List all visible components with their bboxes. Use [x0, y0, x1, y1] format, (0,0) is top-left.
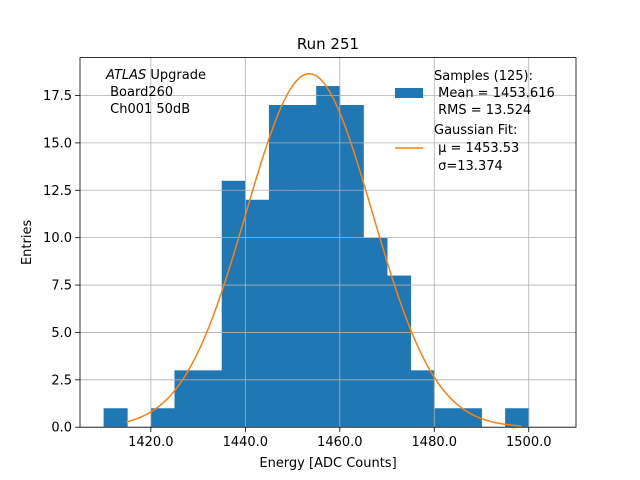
histogram-bar [505, 408, 530, 428]
y-tick-label: 17.5 [43, 89, 72, 104]
plot-frame [79, 57, 577, 428]
annotation-line-1: ATLAS Upgrade [105, 68, 206, 83]
y-tick-label: 5.0 [51, 326, 72, 341]
y-tick-label: 7.5 [51, 279, 72, 294]
y-tick-label: 15.0 [43, 136, 72, 151]
chart-title: Run 251 [297, 35, 359, 53]
histogram-bar [268, 104, 293, 428]
x-axis-ticks: 1420.0 1440.0 1460.0 1480.0 1500.0 [128, 427, 552, 450]
y-axis-label: Entries [20, 220, 35, 266]
gaussian-fit-curve [126, 72, 522, 427]
x-tick-label: 1420.0 [128, 435, 174, 450]
legend-samples-swatch [395, 88, 423, 98]
histogram-bar [316, 86, 341, 428]
legend-fit-sigma: σ=13.374 [434, 159, 503, 174]
histogram-bar [410, 370, 435, 428]
annotation-board: Board260 [106, 85, 173, 100]
x-tick-label: 1460.0 [317, 435, 363, 450]
grid-lines [80, 57, 576, 428]
atlas-annotation: ATLAS Upgrade Board260 Ch001 50dB [105, 68, 206, 117]
x-tick-label: 1440.0 [223, 435, 269, 450]
annotation-experiment: ATLAS [105, 68, 146, 83]
x-tick-label: 1500.0 [506, 435, 552, 450]
legend-fit-title: Gaussian Fit: [434, 123, 517, 138]
legend: Samples (125): Mean = 1453.616 RMS = 13.… [395, 69, 555, 174]
legend-samples-mean: Mean = 1453.616 [434, 86, 555, 101]
x-axis-label: Energy [ADC Counts] [259, 456, 396, 471]
y-axis-ticks: 0.0 2.5 5.0 7.5 10.0 12.5 15.0 17.5 [43, 89, 80, 436]
y-tick-label: 0.0 [51, 421, 72, 436]
legend-samples-title: Samples (125): [434, 69, 533, 84]
y-tick-label: 2.5 [51, 373, 72, 388]
histogram-bar [387, 275, 412, 428]
histogram-bar [245, 199, 270, 428]
annotation-suffix: Upgrade [146, 68, 206, 83]
y-tick-label: 12.5 [43, 184, 72, 199]
x-tick-label: 1480.0 [412, 435, 458, 450]
histogram-bar [434, 408, 459, 428]
y-tick-label: 10.0 [43, 231, 72, 246]
histogram-bar [339, 104, 364, 428]
legend-samples-rms: RMS = 13.524 [434, 103, 531, 118]
annotation-channel: Ch001 50dB [106, 102, 190, 117]
histogram-bar [103, 408, 128, 428]
histogram-bar [221, 180, 246, 428]
histogram-bar [292, 104, 317, 428]
histogram-bar [457, 408, 482, 428]
histogram-bar [198, 370, 223, 428]
histogram-bar [150, 408, 175, 428]
legend-fit-mu: μ = 1453.53 [434, 141, 519, 156]
histogram-bar [174, 370, 199, 428]
